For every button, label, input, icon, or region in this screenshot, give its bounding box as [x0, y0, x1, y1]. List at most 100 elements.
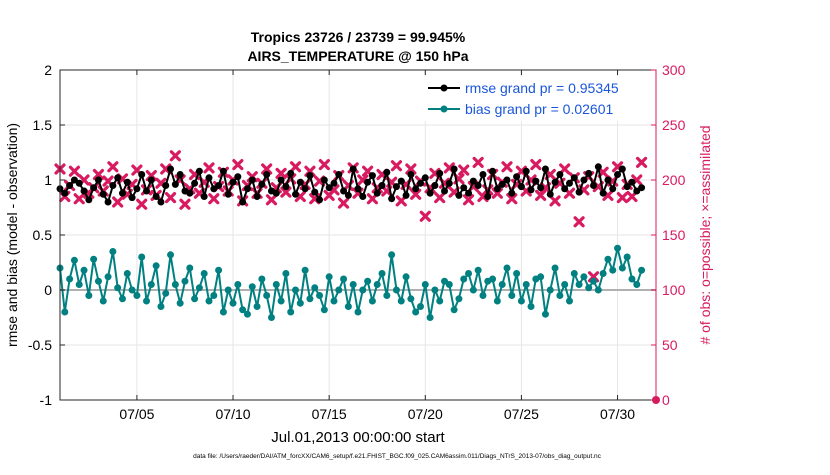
legend-bias-marker — [440, 105, 448, 113]
obs-assimilated-point — [366, 193, 379, 205]
rmse-point — [561, 185, 569, 193]
rmse-point — [354, 185, 362, 193]
rmse-point — [330, 179, 338, 187]
obs-assimilated-point — [635, 156, 648, 168]
bias-point — [320, 306, 328, 314]
bias-point — [167, 251, 175, 259]
bias-point — [90, 255, 98, 263]
rmse-point — [248, 176, 256, 184]
rmse-point — [623, 183, 631, 191]
y-right-tick-label: 150 — [662, 227, 686, 243]
bias-point — [114, 284, 122, 292]
rmse-point — [94, 176, 102, 184]
bias-point — [556, 292, 564, 299]
rmse-point — [325, 184, 333, 192]
rmse-point — [311, 188, 319, 196]
obs-assimilated-point — [462, 194, 475, 206]
bias-point — [388, 251, 396, 259]
rmse-point — [171, 180, 179, 188]
obs-assimilated-point — [275, 167, 287, 179]
rmse-point — [195, 167, 203, 175]
rmse-point — [114, 174, 122, 182]
rmse-point — [513, 173, 521, 181]
bias-point — [85, 292, 93, 299]
rmse-point — [109, 182, 117, 189]
bias-point — [248, 283, 256, 291]
rmse-point — [532, 177, 540, 185]
legend-bias-label: bias grand pr = 0.02601 — [465, 101, 613, 117]
bias-point — [282, 270, 290, 277]
obs-assimilated-point — [68, 165, 81, 177]
obs-assimilated-point — [179, 198, 191, 210]
bias-point — [604, 255, 612, 263]
bias-point — [215, 266, 223, 274]
rmse-point — [75, 179, 83, 187]
obs-assimilated-point — [535, 189, 547, 201]
bias-point — [445, 281, 453, 288]
obs-assimilated-point — [73, 193, 85, 205]
obs-assimilated-point — [318, 159, 330, 171]
rmse-point — [498, 180, 506, 188]
bias-point — [80, 266, 88, 274]
rmse-point — [373, 189, 381, 197]
rmse-point — [392, 183, 400, 191]
rmse-point — [272, 189, 280, 197]
y-left-tick-label: 1 — [44, 172, 52, 188]
bias-point — [75, 281, 83, 288]
rmse-point — [445, 179, 453, 187]
rmse-point — [469, 177, 477, 185]
rmse-point — [450, 165, 458, 173]
rmse-point — [263, 171, 271, 178]
y-left-tick-label: -1 — [40, 392, 53, 408]
bias-point — [551, 264, 559, 272]
rmse-point — [61, 189, 69, 197]
rmse-point — [85, 196, 93, 204]
obs-assimilated-point — [501, 161, 513, 173]
bias-point — [311, 284, 319, 292]
bias-point — [200, 270, 208, 277]
bias-point — [474, 266, 482, 274]
rmse-point — [493, 185, 501, 193]
rmse-point — [229, 178, 237, 186]
bias-point — [373, 281, 381, 288]
rmse-point — [402, 191, 410, 199]
rmse-series — [56, 163, 646, 206]
bias-point — [498, 281, 506, 288]
bias-point — [537, 273, 545, 281]
rmse-point — [489, 167, 497, 175]
rmse-point — [128, 194, 136, 202]
y-right-tick-label: 300 — [662, 62, 686, 78]
bias-point — [162, 289, 170, 297]
rmse-point — [431, 182, 439, 189]
rmse-point — [277, 176, 285, 184]
y-right-tick-label: 50 — [662, 337, 678, 353]
legend-rmse-marker — [440, 84, 448, 92]
rmse-point — [215, 182, 223, 189]
bias-point — [513, 270, 521, 277]
rmse-point — [176, 171, 184, 178]
rmse-point — [508, 189, 516, 197]
bias-point — [263, 292, 271, 299]
x-tick-label: 07/30 — [600, 406, 635, 422]
bias-point — [489, 275, 497, 283]
bias-point — [614, 244, 622, 252]
bias-point — [229, 299, 237, 307]
bias-point — [436, 297, 444, 305]
bias-point — [171, 281, 179, 288]
bias-point — [368, 297, 376, 305]
rmse-point — [416, 179, 424, 187]
bias-point — [580, 273, 588, 281]
bias-point — [219, 308, 227, 316]
x-tick-label: 07/05 — [119, 406, 154, 422]
obs-assimilated-point — [203, 162, 215, 174]
rmse-point — [426, 189, 434, 197]
obs-assimilated-point — [458, 164, 470, 176]
rmse-point — [614, 171, 622, 178]
bias-point — [191, 295, 199, 303]
bias-point — [224, 286, 232, 294]
rmse-point — [287, 169, 295, 177]
x-axis-label: Jul.01,2013 00:00:00 start — [271, 429, 445, 446]
obs-assimilated-point — [530, 159, 542, 171]
bias-point — [402, 273, 410, 281]
